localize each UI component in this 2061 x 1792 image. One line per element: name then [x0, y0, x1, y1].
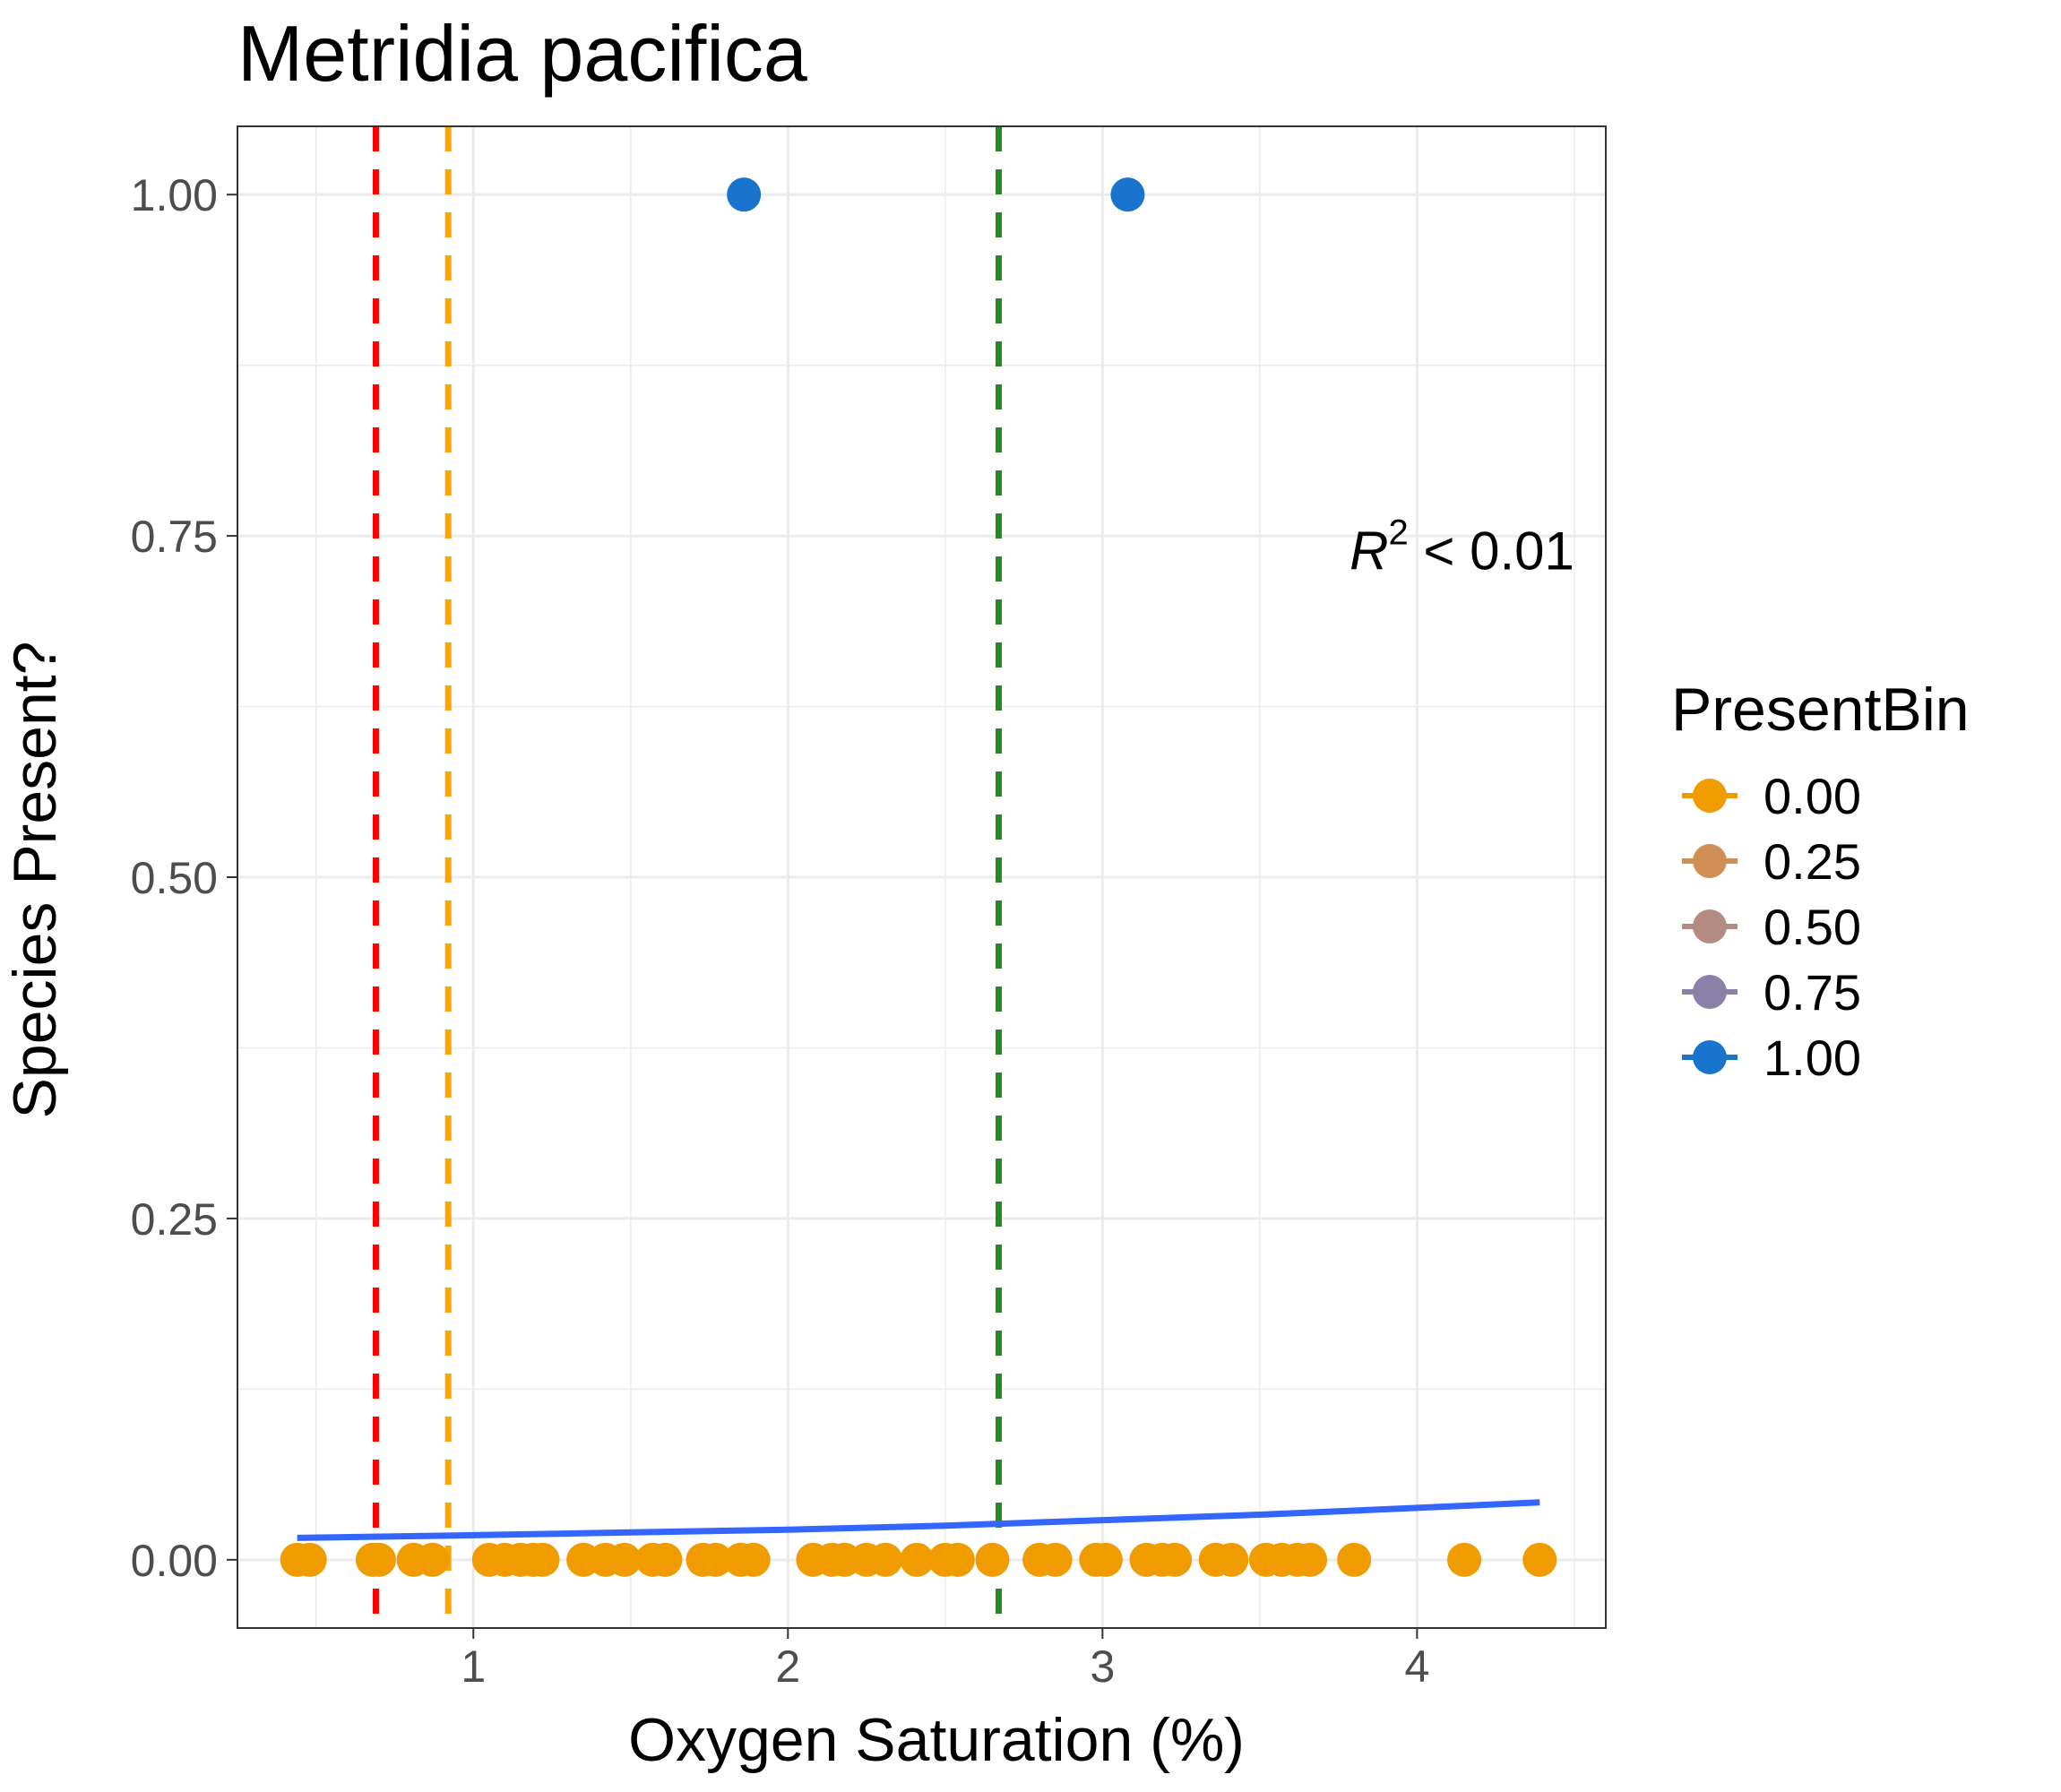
data-point — [868, 1542, 903, 1577]
data-point — [525, 1542, 560, 1577]
data-point — [1088, 1542, 1123, 1577]
data-point — [1293, 1542, 1328, 1577]
data-point — [292, 1542, 327, 1577]
legend-key-point — [1693, 1040, 1727, 1074]
chart-title: Metridia pacifica — [237, 9, 807, 98]
fit-line — [297, 1499, 1540, 1541]
legend-key-point — [1693, 779, 1727, 813]
data-point — [727, 177, 762, 212]
data-point — [607, 1542, 642, 1577]
data-points — [280, 177, 1557, 1577]
data-point — [1214, 1542, 1249, 1577]
legend-key-point — [1693, 975, 1727, 1009]
plot-panel: R2 < 0.01 — [237, 125, 1607, 1629]
legend-label: 0.75 — [1763, 964, 1861, 1021]
r-squared-label: R2 < 0.01 — [1350, 513, 1574, 581]
data-point — [1110, 177, 1145, 212]
data-point — [1038, 1542, 1073, 1577]
data-point — [1522, 1542, 1557, 1577]
data-point — [698, 1542, 733, 1577]
legend-key-point — [1693, 909, 1727, 943]
x-tick-label: 4 — [1404, 1641, 1429, 1692]
r-squared-annotation: R2 < 0.01 — [1350, 513, 1574, 581]
x-axis: 1 2 3 4 — [461, 1628, 1429, 1692]
legend-title: PresentBin — [1671, 676, 1970, 744]
grid-major — [237, 126, 1606, 1628]
y-tick-label: 0.25 — [131, 1194, 218, 1245]
y-tick-label: 0.50 — [131, 853, 218, 903]
r-squared-superscript: 2 — [1388, 513, 1408, 552]
r-squared-base: R — [1350, 521, 1388, 581]
data-point — [361, 1542, 396, 1577]
x-tick-label: 1 — [461, 1641, 486, 1692]
r-squared-rest: < 0.01 — [1409, 521, 1574, 581]
data-point — [736, 1542, 771, 1577]
data-point — [1447, 1542, 1482, 1577]
legend: PresentBin 0.00 0.25 0.50 0.75 1.00 — [1671, 676, 1970, 1086]
y-tick-label: 0.75 — [131, 512, 218, 562]
data-point — [940, 1542, 975, 1577]
fit-line-group — [297, 1499, 1540, 1541]
legend-label: 0.50 — [1763, 899, 1861, 955]
y-tick-label: 0.00 — [131, 1536, 218, 1586]
x-tick-label: 3 — [1090, 1641, 1115, 1692]
y-axis: 0.00 0.25 0.50 0.75 1.00 — [131, 170, 237, 1586]
x-tick-label: 2 — [775, 1641, 800, 1692]
legend-label: 0.25 — [1763, 833, 1861, 890]
reference-lines — [372, 126, 1003, 1628]
data-point — [900, 1542, 935, 1577]
x-axis-title: Oxygen Saturation (%) — [628, 1706, 1245, 1774]
data-point — [975, 1542, 1010, 1577]
data-point — [415, 1542, 450, 1577]
data-point — [1337, 1542, 1372, 1577]
legend-entries: 0.00 0.25 0.50 0.75 1.00 — [1682, 768, 1861, 1086]
legend-label: 0.00 — [1763, 768, 1861, 824]
y-tick-label: 1.00 — [131, 170, 218, 220]
data-point — [648, 1542, 683, 1577]
legend-key-point — [1693, 844, 1727, 878]
legend-label: 1.00 — [1763, 1030, 1861, 1086]
y-axis-title: Species Present? — [1, 642, 69, 1119]
data-point — [1158, 1542, 1193, 1577]
